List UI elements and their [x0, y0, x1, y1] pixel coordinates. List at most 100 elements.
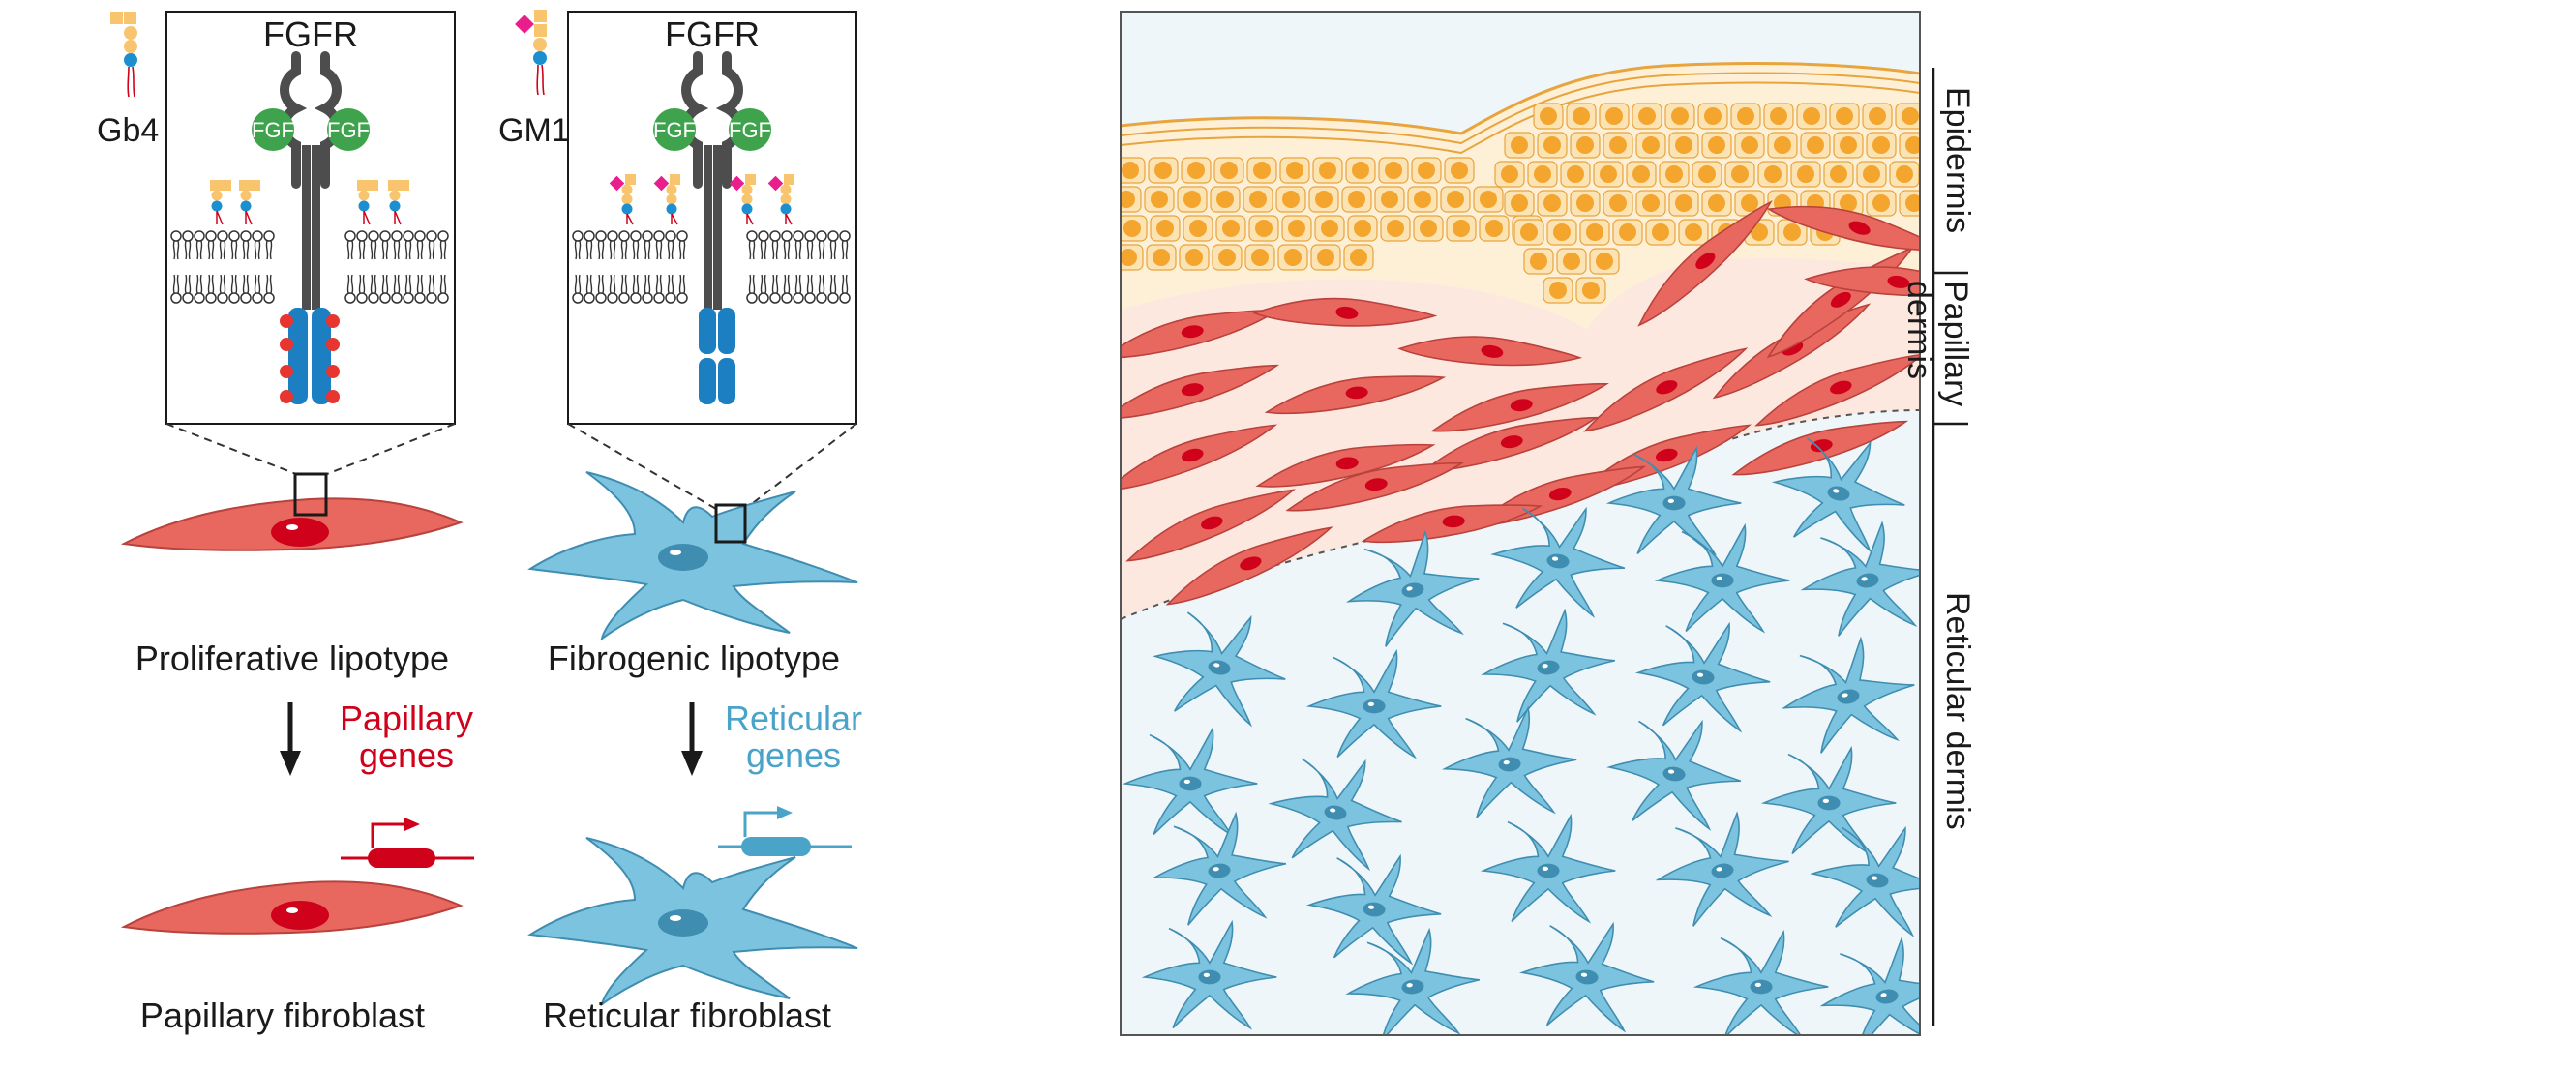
keratinocyte: [1899, 132, 1920, 159]
keratinocyte: [1183, 215, 1213, 242]
fgfr-title-1: FGFR: [263, 15, 358, 54]
lipotype-label-proliferative: Proliferative lipotype: [135, 639, 449, 678]
keratinocyte: [1179, 244, 1210, 271]
reticular-cell-top: [527, 471, 858, 641]
keratinocyte: [1345, 157, 1376, 184]
keratinocyte: [1374, 186, 1405, 213]
fgfr-title-2: FGFR: [665, 15, 760, 54]
keratinocyte: [1701, 132, 1732, 159]
fgf-label: FGF: [729, 118, 771, 142]
keratinocyte: [1632, 103, 1662, 130]
phospho-sites: [280, 314, 340, 403]
keratinocyte: [1248, 215, 1279, 242]
keratinocyte: [1279, 157, 1310, 184]
keratinocyte: [1533, 103, 1564, 130]
papillary-gene-promoter-icon: [341, 818, 474, 868]
keratinocyte: [1407, 186, 1438, 213]
keratinocyte: [1603, 132, 1633, 159]
reticular-fibroblast-cell: [527, 837, 858, 1007]
gm1-legend-glycan: [515, 10, 547, 96]
keratinocyte: [1150, 215, 1181, 242]
papillary-fibroblast-cell: [120, 880, 464, 935]
keratinocyte: [1664, 103, 1695, 130]
keratinocyte: [1560, 161, 1591, 188]
keratinocyte: [1310, 244, 1341, 271]
keratinocyte: [1659, 161, 1690, 188]
keratinocyte: [1181, 157, 1212, 184]
keratinocyte: [1734, 132, 1765, 159]
keratinocyte: [1635, 132, 1666, 159]
keratinocyte: [1626, 161, 1657, 188]
keratinocyte: [1212, 244, 1243, 271]
keratinocyte: [1314, 215, 1345, 242]
keratinocyte: [1444, 157, 1475, 184]
keratinocyte: [1570, 132, 1601, 159]
keratinocyte: [1281, 215, 1312, 242]
keratinocyte: [1378, 157, 1409, 184]
papillary-fibroblast-label: Papillary fibroblast: [140, 996, 425, 1035]
papillary-genes-label-line2: genes: [359, 735, 454, 775]
keratinocyte: [1347, 215, 1378, 242]
papillary-dermis-label-line2: dermis: [1901, 281, 1937, 379]
gb4-legend-glycan: [110, 12, 137, 98]
fgf-label: FGF: [653, 118, 696, 142]
keratinocyte: [1668, 190, 1699, 217]
keratinocyte: [1244, 244, 1275, 271]
keratinocyte: [1724, 161, 1755, 188]
fgf-ligand: [729, 108, 771, 151]
keratinocyte: [1243, 186, 1273, 213]
keratinocyte: [1899, 190, 1920, 217]
keratinocyte: [1341, 186, 1372, 213]
keratinocyte: [1589, 248, 1620, 275]
fgf-ligand: [252, 108, 294, 151]
keratinocyte: [1757, 161, 1788, 188]
keratinocyte: [1862, 103, 1893, 130]
keratinocyte: [1833, 132, 1864, 159]
keratinocyte: [1413, 215, 1444, 242]
keratinocyte: [1546, 219, 1577, 246]
fgf-ligand: [653, 108, 696, 151]
keratinocyte: [1504, 190, 1535, 217]
keratinocyte: [1479, 215, 1510, 242]
reticular-genes-label-line2: genes: [746, 735, 841, 775]
papillary-dermis-label-line1: Papillary: [1937, 281, 1974, 406]
keratinocyte: [1215, 215, 1246, 242]
reticular-gene-promoter-icon: [718, 806, 852, 856]
keratinocyte: [1856, 161, 1887, 188]
keratinocyte: [1446, 215, 1477, 242]
keratinocyte: [1246, 157, 1277, 184]
keratinocyte: [1866, 190, 1897, 217]
keratinocyte: [1579, 219, 1610, 246]
fgf-ligand: [327, 108, 370, 151]
keratinocyte: [1213, 157, 1244, 184]
keratinocyte: [1121, 215, 1148, 242]
keratinocyte: [1380, 215, 1411, 242]
reticular-genes-label-line1: Reticular: [725, 699, 862, 738]
keratinocyte: [1523, 248, 1554, 275]
keratinocyte: [1121, 186, 1142, 213]
keratinocyte: [1556, 248, 1587, 275]
reticular-fibroblast-label: Reticular fibroblast: [543, 996, 831, 1035]
fgf-label: FGF: [327, 118, 370, 142]
lipotype-label-fibrogenic: Fibrogenic lipotype: [548, 639, 840, 678]
keratinocyte: [1866, 132, 1897, 159]
keratinocyte: [1730, 103, 1761, 130]
skin-section: [1121, 12, 1920, 1035]
keratinocyte: [1277, 244, 1308, 271]
keratinocyte: [1692, 161, 1722, 188]
skin-section-frame: [1120, 11, 1921, 1036]
keratinocyte: [1701, 190, 1732, 217]
keratinocyte: [1829, 103, 1860, 130]
down-arrow-icon: [280, 702, 301, 776]
keratinocyte: [1494, 161, 1525, 188]
keratinocyte: [1678, 219, 1709, 246]
keratinocyte: [1513, 219, 1544, 246]
keratinocyte: [1411, 157, 1442, 184]
zoom-lines: [165, 423, 857, 510]
keratinocyte: [1603, 190, 1633, 217]
keratinocyte: [1800, 132, 1831, 159]
gb4-label: Gb4: [97, 112, 159, 149]
keratinocyte: [1599, 103, 1630, 130]
keratinocyte: [1697, 103, 1728, 130]
